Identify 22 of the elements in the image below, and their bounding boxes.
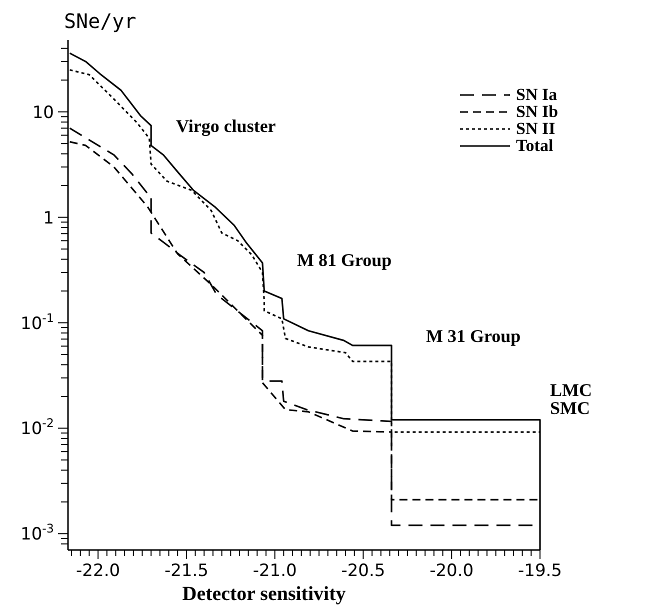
annotation: Virgo cluster (176, 116, 276, 136)
x-tick-label: -21.0 (252, 561, 297, 581)
x-tick-label: -22.0 (76, 561, 120, 581)
x-tick-label: -20.0 (430, 561, 474, 581)
x-tick-label: -19.5 (518, 561, 562, 581)
y-tick-label: 1 (43, 208, 54, 228)
annotation: M 81 Group (297, 250, 392, 270)
legend-label: Total (516, 136, 554, 155)
text: SMC (550, 398, 590, 418)
y-tick-label: 10$^{-3}$ (20, 522, 54, 545)
x-tick-label: -21.5 (164, 561, 208, 581)
y-tick-label: 10 (32, 102, 54, 123)
legend-label: SN II (516, 119, 556, 138)
legend-label: SN Ia (516, 85, 558, 104)
text: LMC (550, 380, 592, 400)
y-axis-title: SNe/yr (64, 9, 136, 33)
annotation: M 31 Group (426, 326, 521, 346)
y-tick-label: 10$^{-1}$ (20, 310, 54, 334)
x-axis-title: Detector sensitivity (182, 583, 346, 605)
y-tick-label: 10$^{-2}$ (20, 416, 54, 440)
legend-label: SN Ib (516, 102, 558, 121)
x-tick-label: -20.5 (341, 561, 386, 581)
